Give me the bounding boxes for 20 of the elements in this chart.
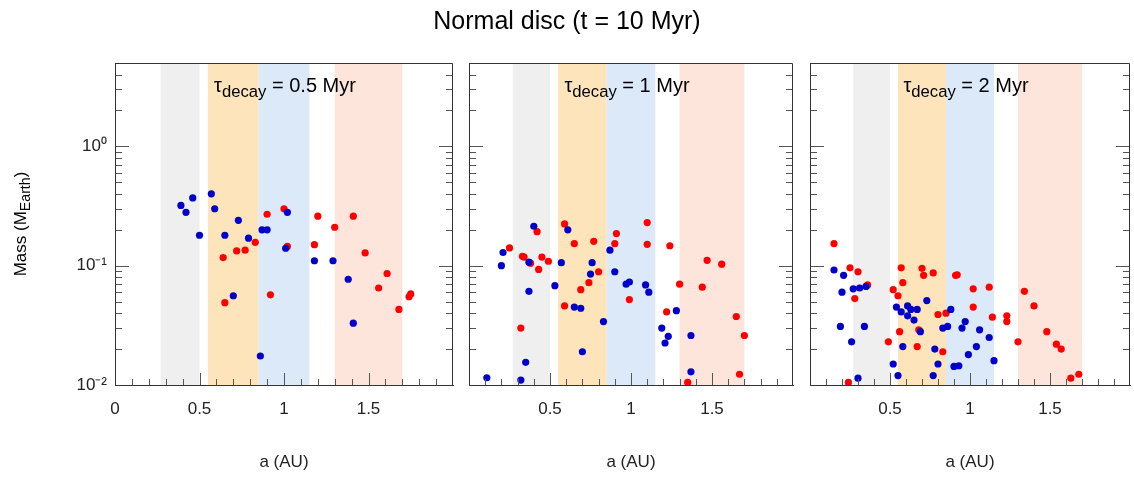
x-tick-label: 1.5 (700, 398, 724, 418)
x-tick-label: 0.5 (187, 398, 212, 418)
y-tick-label: 10⁻² (76, 374, 108, 394)
x-axis-title: a (AU) (259, 452, 309, 472)
x-tick-label: 0.5 (878, 398, 902, 418)
annotation: τ$_{decay}$ = 2 Myr (903, 74, 1029, 102)
annotation: τ$_{decay}$ = 0.5 Myr (214, 74, 356, 102)
x-tick-label: 1 (279, 398, 289, 418)
x-tick-label: 1 (626, 398, 636, 418)
x-tick-label: 1.5 (1038, 398, 1062, 418)
x-tick-label: 1 (965, 398, 975, 418)
x-axis-title: a (AU) (606, 452, 656, 472)
chart-title: Normal disc (t = 10 Myr) (432, 6, 702, 35)
x-tick-label: 0.5 (538, 398, 562, 418)
x-tick-label: 0 (110, 398, 120, 418)
annotation: τ$_{decay}$ = 1 Myr (564, 74, 690, 102)
x-axis-title: a (AU) (945, 452, 995, 472)
y-tick-label: 10⁰ (82, 136, 107, 156)
y-tick-label: 10⁻¹ (76, 255, 108, 275)
x-tick-label: 1.5 (356, 398, 381, 418)
